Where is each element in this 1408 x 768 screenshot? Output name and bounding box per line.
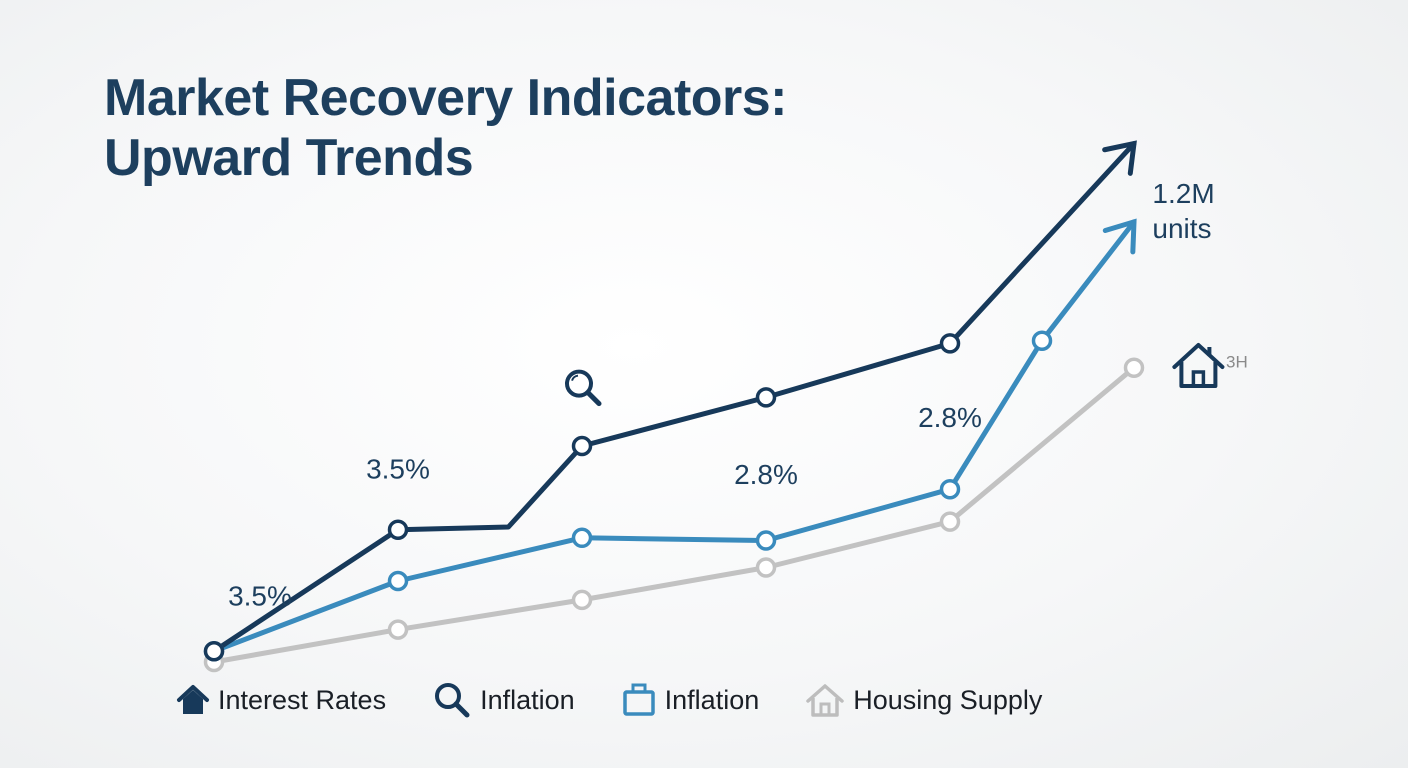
magnifier-icon <box>565 369 602 407</box>
marker-layer <box>203 330 1145 673</box>
chart-title-line-1: Market Recovery Indicators: <box>104 69 788 127</box>
series-trend-arrow-inflation-1 <box>1039 219 1137 344</box>
data-point-inflation-3[interactable] <box>755 530 777 551</box>
data-point-interest-rates-0[interactable] <box>203 640 225 662</box>
magnifier-icon <box>435 683 470 718</box>
data-point-housing-supply-1[interactable] <box>387 619 409 640</box>
data-label-5: units <box>1152 213 1211 244</box>
legend-item-interest-rates[interactable]: Interest Rates <box>176 683 386 717</box>
house-filled-icon <box>177 685 209 714</box>
data-point-housing-supply-4[interactable] <box>939 511 961 532</box>
chart-title: Market Recovery Indicators: Upward Trend… <box>104 68 788 188</box>
data-point-interest-rates-5[interactable] <box>939 333 961 354</box>
icon-layer <box>565 343 1225 407</box>
briefcase-icon <box>622 683 655 716</box>
data-point-housing-supply-5[interactable] <box>1123 357 1145 378</box>
chart-title-line-2: Upward Trends <box>104 129 474 187</box>
data-point-interest-rates-4[interactable] <box>755 387 777 408</box>
legend-item-inflation[interactable]: Inflation <box>432 680 575 720</box>
data-point-housing-supply-2[interactable] <box>571 589 593 611</box>
legend-label: Inflation <box>480 684 575 715</box>
legend-label: Inflation <box>664 684 760 715</box>
house-outline-icon <box>806 684 844 717</box>
house-icon <box>1172 343 1225 388</box>
legend-item-inflation-2[interactable]: Inflation <box>621 682 760 718</box>
legend-label: Housing Supply <box>853 684 1043 715</box>
series-line-housing-supply-2 <box>211 365 1137 665</box>
data-label-1: 3.5% <box>366 453 430 484</box>
data-point-inflation-1[interactable] <box>387 570 409 592</box>
data-label-6: 3H <box>1226 353 1248 372</box>
data-point-inflation-2[interactable] <box>571 527 593 549</box>
chart-legend: Interest Rates Inflation Inflation Housi… <box>176 676 1088 724</box>
data-point-housing-supply-3[interactable] <box>755 557 777 578</box>
arrowhead-icon <box>1102 140 1137 176</box>
data-point-inflation-5[interactable] <box>1031 330 1053 351</box>
arrowhead-icon <box>1102 218 1137 255</box>
annotation-layer: 3.5% 3.5% 2.8% 2.8% 1.2M units 3H <box>228 178 1248 611</box>
data-label-3: 2.8% <box>918 402 982 433</box>
legend-label: Interest Rates <box>218 684 387 715</box>
data-label-0: 3.5% <box>228 580 292 611</box>
series-line-inflation-1 <box>211 338 1045 654</box>
legend-item-housing-supply[interactable]: Housing Supply <box>805 681 1042 719</box>
series-line-interest-rates-0 <box>211 340 953 654</box>
data-point-interest-rates-3[interactable] <box>571 435 593 457</box>
data-label-2: 2.8% <box>734 459 798 490</box>
series-layer <box>211 140 1137 665</box>
series-trend-arrow-interest-rates-0 <box>947 141 1137 346</box>
data-label-4: 1.2M <box>1152 178 1214 209</box>
data-point-inflation-4[interactable] <box>939 478 961 500</box>
data-point-interest-rates-1[interactable] <box>387 519 409 540</box>
